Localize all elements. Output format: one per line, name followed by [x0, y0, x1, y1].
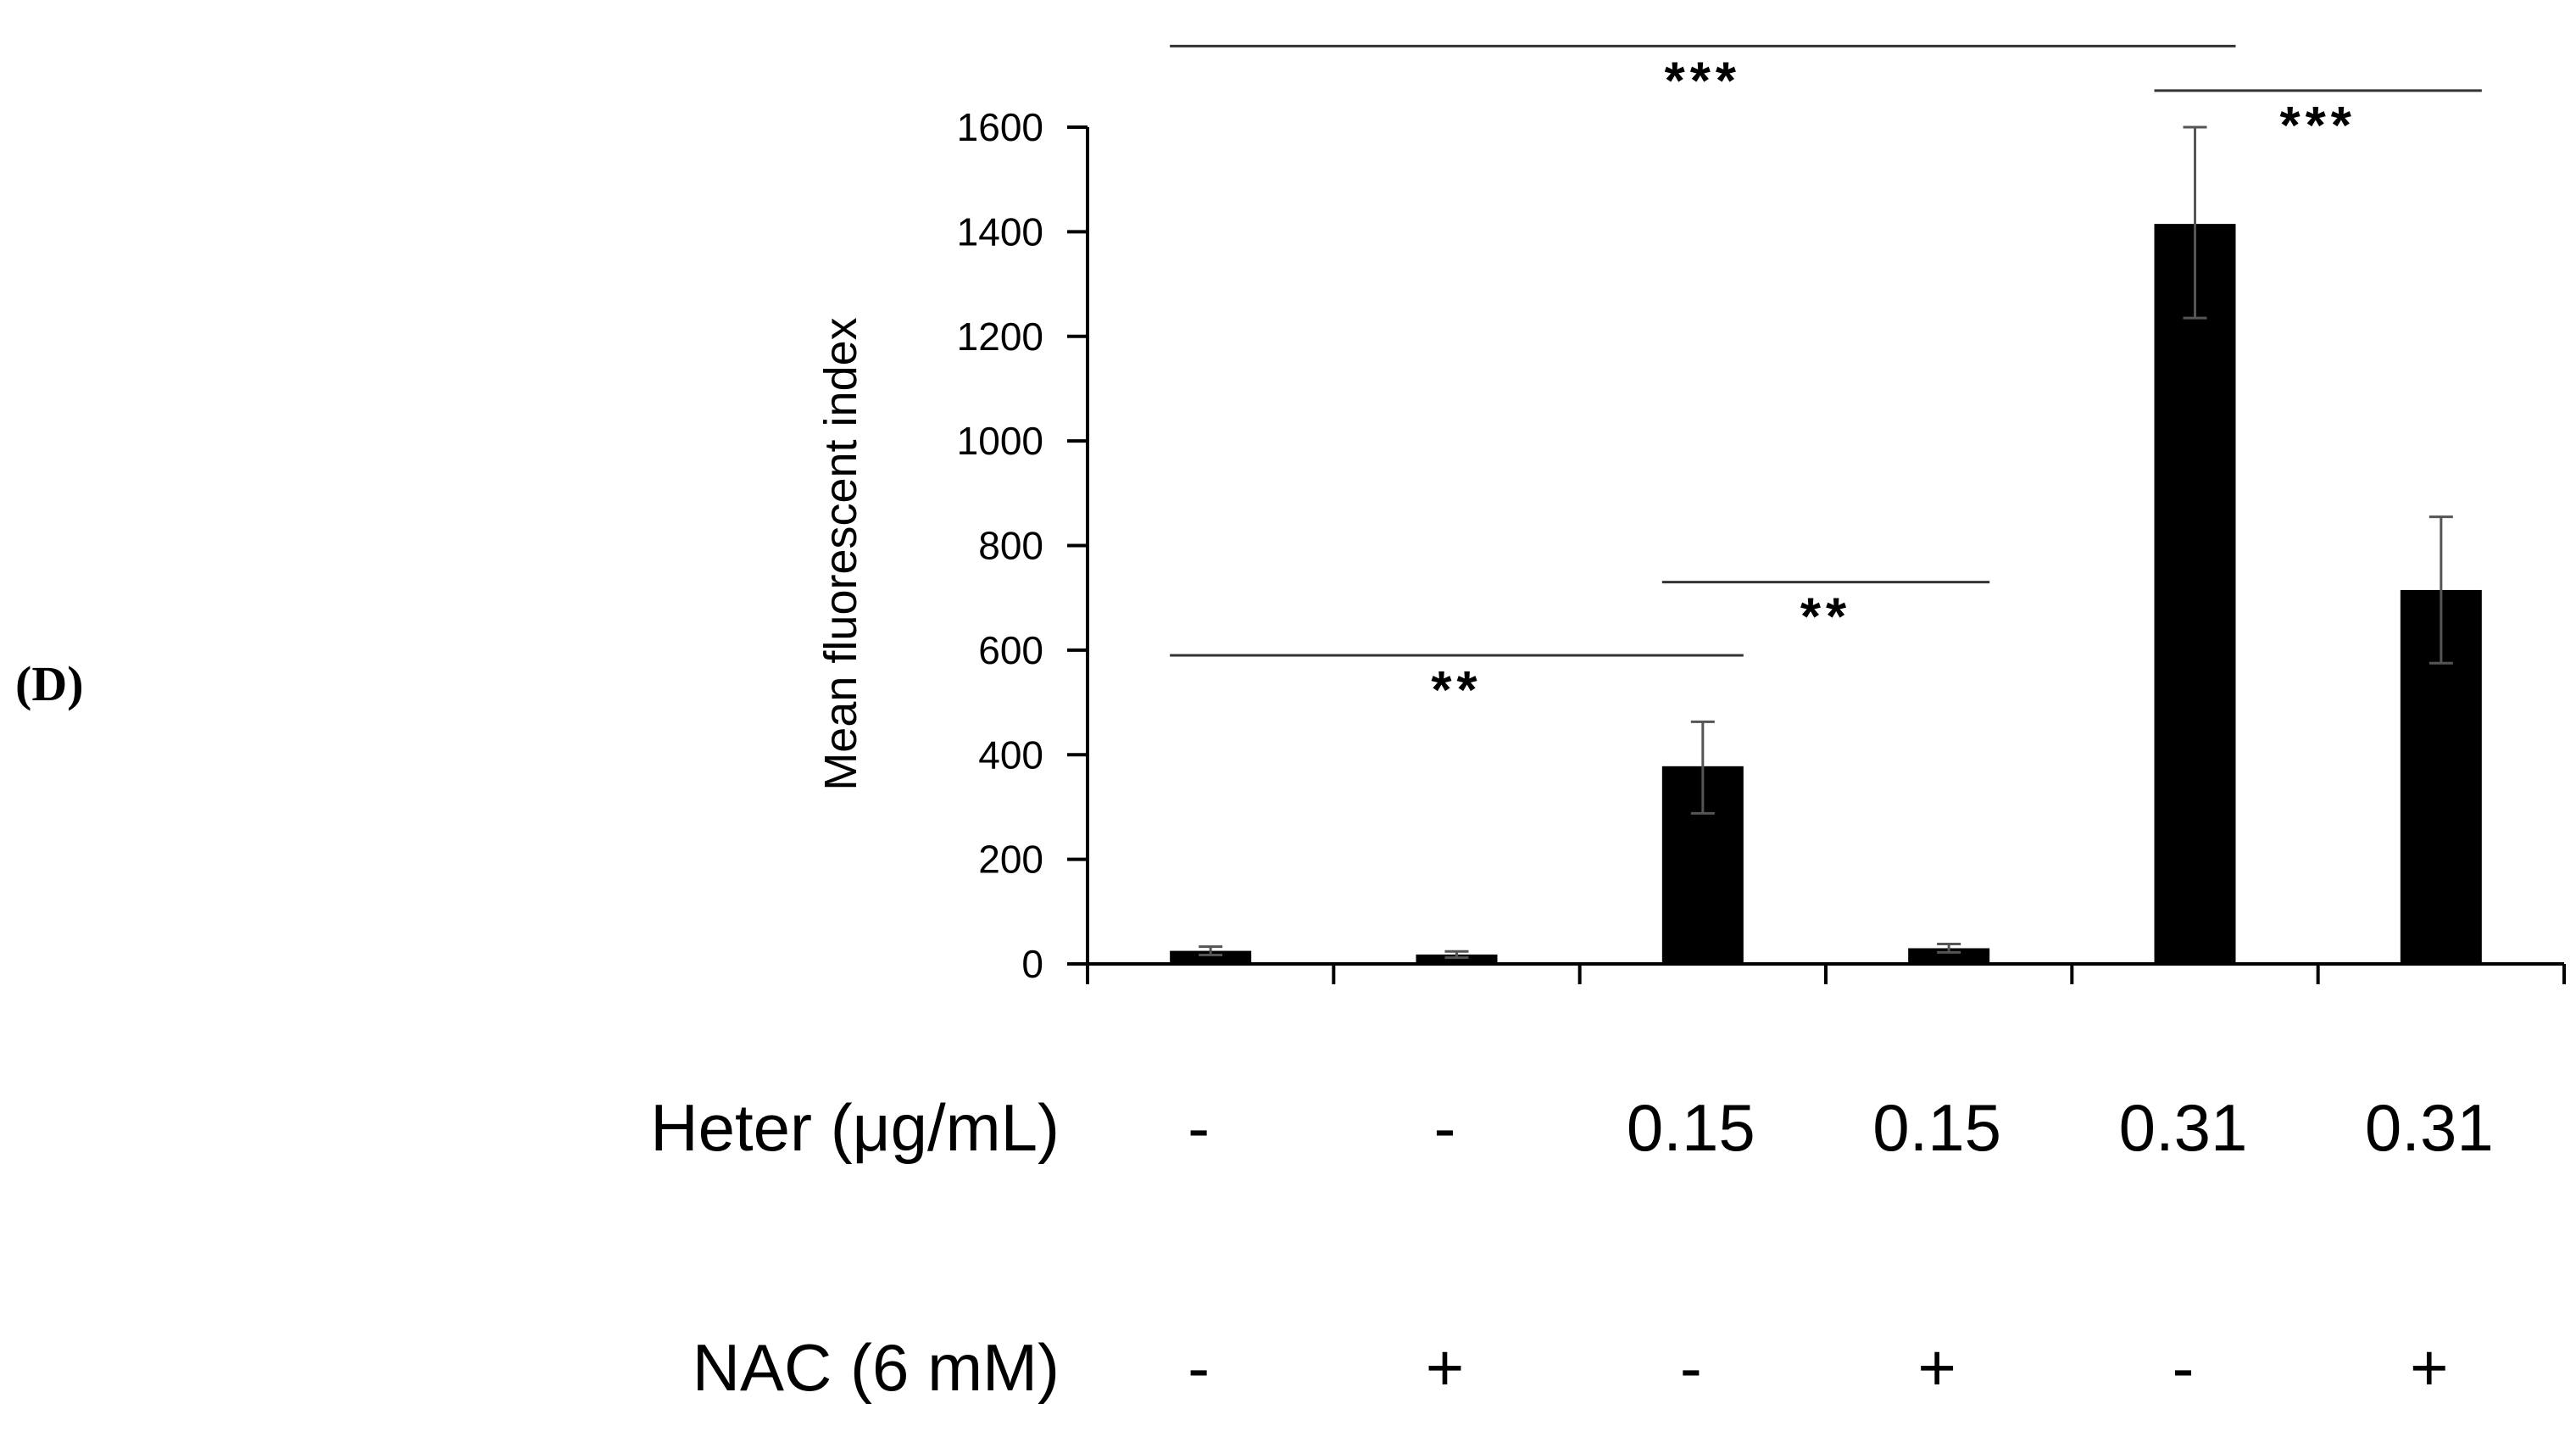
significance-label: *** [2279, 97, 2356, 155]
y-tick-label: 0 [1021, 942, 1043, 986]
significance-label: ** [1431, 661, 1482, 720]
treatment-value: 0.15 [1872, 1090, 2001, 1165]
bar [1416, 954, 1498, 964]
treatment-value: 0.31 [2365, 1090, 2494, 1165]
bars [1170, 125, 2482, 964]
treatment-row-label: NAC (6 mM) [693, 1330, 1060, 1405]
treatment-value: + [2410, 1330, 2449, 1405]
y-tick-label: 1600 [957, 105, 1043, 149]
axes: 0 200 400 600 800 1000 1200 1400 1600 Mean fluore… [815, 105, 2566, 986]
bar [1908, 948, 1990, 964]
y-tick-label: 1000 [957, 419, 1043, 463]
treatment-value: 0.15 [1627, 1090, 1755, 1165]
y-tick-label: 600 [978, 628, 1043, 672]
treatment-value: - [1188, 1330, 1210, 1405]
significance-label: *** [1665, 52, 1741, 110]
y-tick-label: 400 [978, 732, 1043, 777]
treatment-row-label: Heter (μg/mL) [650, 1090, 1060, 1165]
significance-label: ** [1800, 588, 1851, 647]
treatment-table: Heter (μg/mL) - - 0.15 0.15 0.31 0.31 NAC (6 mM… [650, 1090, 2493, 1405]
treatment-value: - [2173, 1330, 2195, 1405]
y-tick-label: 1200 [957, 315, 1043, 359]
treatment-value: 0.31 [2119, 1090, 2248, 1165]
bar [1170, 950, 1252, 964]
significance-annotations: ********** [1170, 44, 2482, 720]
panel-label: (D) [15, 656, 84, 711]
treatment-value: - [1680, 1330, 1702, 1405]
treatment-value: - [1188, 1090, 1210, 1165]
y-tick-label: 200 [978, 838, 1043, 882]
treatment-value: + [1426, 1330, 1465, 1405]
treatment-value: + [1917, 1330, 1956, 1405]
y-tick-label: 1400 [957, 209, 1043, 253]
treatment-value: - [1434, 1090, 1456, 1165]
bar [2154, 224, 2236, 964]
y-tick-label: 800 [978, 524, 1043, 568]
y-axis-title: Mean fluorescent index [815, 317, 866, 790]
